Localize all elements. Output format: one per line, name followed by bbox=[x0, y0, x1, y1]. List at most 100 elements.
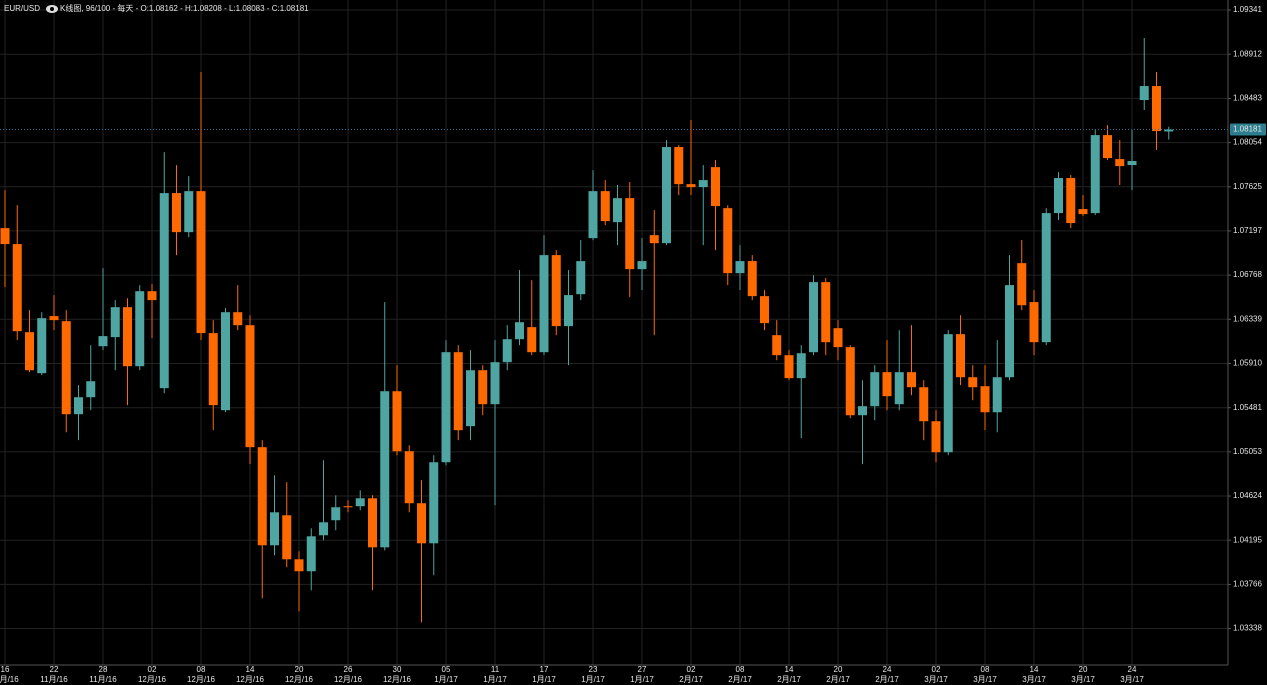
candle-body bbox=[172, 193, 181, 233]
candle-body bbox=[588, 191, 598, 239]
separator: - bbox=[110, 4, 117, 13]
candle-body bbox=[1139, 86, 1149, 101]
x-tick-label: 16 bbox=[1, 665, 10, 674]
x-tick-month: 1月/17 bbox=[434, 675, 458, 684]
candle-body bbox=[662, 147, 671, 244]
x-tick-label: 05 bbox=[442, 665, 451, 674]
ohlc-prefix: O: bbox=[140, 4, 148, 13]
candles bbox=[0, 38, 1174, 623]
candle-body bbox=[943, 334, 953, 453]
candle-body bbox=[61, 321, 71, 415]
candle-body bbox=[306, 536, 316, 572]
candle-body bbox=[37, 318, 47, 374]
y-tick-label: 1.09341 bbox=[1233, 5, 1262, 14]
ohlc-prefix: L: bbox=[229, 4, 236, 13]
candle-body bbox=[809, 282, 818, 353]
x-tick-label: 23 bbox=[589, 665, 598, 674]
candle-body bbox=[845, 347, 855, 416]
candle-body bbox=[1017, 263, 1027, 306]
symbol: EUR/USD bbox=[4, 4, 40, 13]
candle-body bbox=[1078, 209, 1088, 215]
x-tick-label: 02 bbox=[148, 665, 157, 674]
candle-body bbox=[25, 332, 34, 371]
candle-body bbox=[319, 522, 328, 536]
x-tick-month: 3月/17 bbox=[1022, 675, 1046, 684]
ohlc-value: 1.08162 bbox=[149, 4, 178, 13]
candle-body bbox=[894, 372, 904, 405]
x-tick-month: 12月/16 bbox=[187, 675, 216, 684]
x-tick-label: 20 bbox=[1079, 665, 1088, 674]
y-tick-label: 1.05053 bbox=[1233, 447, 1262, 456]
y-tick-label: 1.08054 bbox=[1233, 138, 1262, 147]
candle-body bbox=[110, 307, 120, 338]
ohlc-prefix: H: bbox=[185, 4, 193, 13]
x-tick-label: 14 bbox=[785, 665, 794, 674]
x-tick-label: 24 bbox=[1128, 665, 1137, 674]
candle-body bbox=[833, 328, 843, 348]
candle-body bbox=[674, 147, 684, 185]
candle-body bbox=[453, 352, 463, 431]
candle-body bbox=[368, 498, 377, 548]
y-tick-label: 1.05910 bbox=[1233, 359, 1262, 368]
candle-body bbox=[294, 559, 304, 572]
candle-body bbox=[343, 506, 353, 508]
x-tick-label: 14 bbox=[1030, 665, 1039, 674]
candle-body bbox=[858, 406, 867, 416]
header-info: K线图, 96/100 - 每天 - O:1.08162 - H:1.08208… bbox=[60, 3, 309, 13]
candle-body bbox=[380, 391, 390, 548]
x-tick-month: 12月/16 bbox=[138, 675, 167, 684]
x-tick-month: 3月/17 bbox=[1120, 675, 1144, 684]
candle-body bbox=[747, 261, 757, 297]
candle-body bbox=[1090, 135, 1100, 214]
candle-body bbox=[98, 336, 108, 347]
candle-body bbox=[760, 296, 769, 324]
candle-body bbox=[1066, 178, 1076, 224]
last-price-box bbox=[1230, 123, 1266, 136]
candle-body bbox=[968, 377, 978, 388]
x-tick-label: 11 bbox=[491, 665, 500, 674]
candle-body bbox=[282, 515, 292, 560]
y-tick-label: 1.07197 bbox=[1233, 226, 1262, 235]
eye-icon[interactable] bbox=[46, 5, 58, 13]
candle-body bbox=[784, 355, 794, 379]
chart-name: K线图, 96/100 bbox=[60, 3, 111, 13]
x-tick-label: 27 bbox=[638, 665, 647, 674]
y-tick-label: 1.06768 bbox=[1233, 270, 1262, 279]
x-tick-month: 2月/17 bbox=[777, 675, 801, 684]
candle-body bbox=[919, 387, 929, 422]
x-tick-month: 3月/17 bbox=[924, 675, 948, 684]
candle-body bbox=[723, 208, 733, 274]
x-tick-month: 11月/16 bbox=[40, 675, 68, 684]
candle-body bbox=[600, 191, 610, 222]
y-tick-label: 1.03766 bbox=[1233, 580, 1262, 589]
x-tick-month: 11月/16 bbox=[89, 675, 117, 684]
candle-body bbox=[1005, 285, 1014, 378]
x-tick-label: 20 bbox=[295, 665, 304, 674]
x-tick-month: 12月/16 bbox=[236, 675, 265, 684]
candle-body bbox=[490, 362, 500, 405]
candle-body bbox=[992, 377, 1002, 413]
y-tick-label: 1.06339 bbox=[1233, 314, 1262, 323]
candle-body bbox=[429, 462, 439, 544]
candle-body bbox=[1152, 86, 1161, 132]
candle-body bbox=[796, 353, 806, 379]
candle-body bbox=[404, 451, 414, 504]
candle-body bbox=[196, 191, 206, 334]
candle-body bbox=[1127, 161, 1137, 166]
x-tick-label: 08 bbox=[981, 665, 990, 674]
candle-body bbox=[49, 316, 59, 321]
x-tick-month: 12月/16 bbox=[383, 675, 412, 684]
y-tick-label: 1.04624 bbox=[1233, 491, 1262, 500]
y-tick-label: 1.04195 bbox=[1233, 535, 1262, 544]
x-tick-label: 08 bbox=[736, 665, 745, 674]
candle-body bbox=[711, 167, 720, 207]
x-tick-label: 02 bbox=[687, 665, 696, 674]
x-tick-month: 1月/17 bbox=[630, 675, 654, 684]
y-tick-label: 1.08483 bbox=[1233, 94, 1262, 103]
candle-body bbox=[12, 244, 22, 332]
candle-body bbox=[466, 370, 475, 427]
candle-body bbox=[270, 512, 279, 546]
x-tick-label: 08 bbox=[197, 665, 206, 674]
